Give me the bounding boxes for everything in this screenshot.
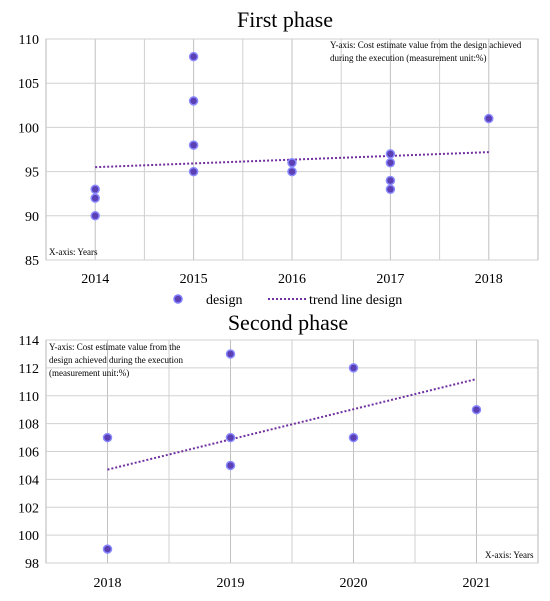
- data-point: [287, 166, 297, 177]
- data-point: [287, 158, 297, 168]
- data-point: [471, 404, 482, 415]
- legend-design-label: design: [206, 293, 243, 308]
- trend-line: [107, 378, 477, 471]
- y-tick-label: 95: [25, 166, 39, 181]
- data-point: [102, 544, 113, 554]
- x-tick-label: 2017: [376, 272, 404, 287]
- x-tick-label: 2018: [94, 576, 122, 591]
- y-tick-label: 85: [25, 254, 39, 269]
- y-tick-label: 100: [18, 529, 39, 544]
- chart-2-y-note-line-3: (measurement unit:%): [49, 368, 129, 378]
- y-tick-label: 98: [25, 557, 39, 572]
- x-tick-label: 2014: [81, 272, 109, 287]
- chart-1-plot: 85 90 95 100 105 110 2014 2015 2016 2017 2018: [18, 33, 539, 287]
- data-point: [90, 211, 100, 221]
- x-tick-label: 2016: [278, 272, 306, 287]
- chart-1-title: First phase: [237, 7, 333, 32]
- chart-1-x-note: X-axis: Years: [49, 247, 98, 257]
- y-tick-label: 110: [19, 33, 39, 48]
- data-point: [225, 432, 236, 443]
- y-tick-label: 90: [25, 210, 39, 225]
- data-point: [484, 113, 494, 124]
- data-point: [188, 51, 199, 62]
- chart-2-y-note-line-1: Y-axis: Cost estimate value from the: [49, 342, 180, 352]
- chart-1-y-note-line-1: Y-axis: Cost estimate value from the des…: [330, 40, 522, 50]
- data-point: [225, 460, 236, 471]
- y-tick-label: 100: [18, 121, 39, 136]
- x-tick-label: 2015: [180, 272, 208, 287]
- y-tick-label: 112: [19, 362, 39, 377]
- data-point: [385, 184, 396, 195]
- data-point: [385, 149, 396, 159]
- y-tick-label: 105: [18, 77, 39, 92]
- y-tick-label: 104: [18, 473, 39, 488]
- chart-1-y-note-line-2: during the execution (measurement unit:%…: [330, 53, 486, 63]
- x-tick-label: 2020: [340, 576, 368, 591]
- y-tick-label: 108: [18, 418, 39, 433]
- chart-2-x-note: X-axis: Years: [485, 550, 534, 560]
- data-point: [188, 96, 199, 106]
- data-point: [385, 175, 396, 186]
- y-tick-label: 110: [19, 390, 39, 405]
- data-point: [90, 193, 100, 203]
- data-point: [102, 432, 113, 443]
- chart-2-title: Second phase: [228, 310, 348, 335]
- y-tick-label: 102: [18, 501, 39, 516]
- data-point: [348, 432, 359, 443]
- data-point: [348, 363, 359, 373]
- legend-design-marker: [173, 294, 183, 304]
- x-tick-label: 2018: [475, 272, 503, 287]
- data-point: [90, 184, 100, 195]
- data-point: [188, 166, 199, 177]
- chart-2-plot: 98 100 102 104 106 108 110 112 114 2018 2019 2020 20…: [18, 334, 539, 591]
- data-point: [188, 140, 199, 150]
- x-tick-label: 2019: [217, 576, 245, 591]
- chart-2-y-note-line-2: design achieved during the execution: [49, 355, 183, 365]
- y-tick-label: 114: [19, 334, 39, 349]
- y-tick-label: 106: [18, 446, 39, 461]
- data-point: [225, 349, 236, 359]
- x-tick-label: 2021: [463, 576, 491, 591]
- data-point: [385, 158, 396, 168]
- legend-trend-label: trend line design: [309, 293, 402, 308]
